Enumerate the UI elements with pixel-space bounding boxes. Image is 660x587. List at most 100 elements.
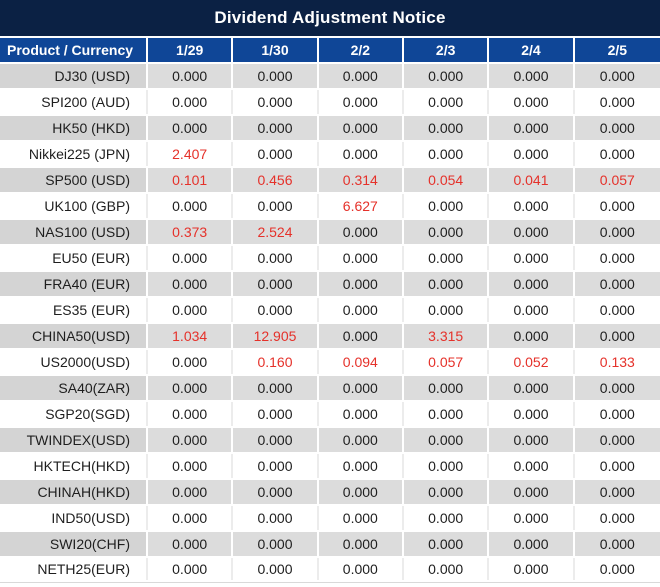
product-cell: CHINAH(HKD) xyxy=(0,480,148,504)
value-cell: 0.000 xyxy=(404,506,490,530)
table-header-row: Product / Currency 1/29 1/30 2/2 2/3 2/4 2/5 xyxy=(0,38,660,64)
value-cell: 0.000 xyxy=(489,506,575,530)
value-cell: 0.000 xyxy=(489,480,575,504)
table-row: FRA40 (EUR) 0.000 0.000 0.000 0.000 0.000 0.00… xyxy=(0,272,660,298)
value-cell: 0.000 xyxy=(233,376,319,400)
value-cell: 0.101 xyxy=(148,168,234,192)
product-cell: ES35 (EUR) xyxy=(0,298,148,322)
product-cell: Nikkei225 (JPN) xyxy=(0,142,148,166)
value-cell: 0.000 xyxy=(489,324,575,348)
value-cell: 0.000 xyxy=(148,272,234,296)
value-cell: 0.000 xyxy=(574,324,660,348)
value-cell: 0.000 xyxy=(148,350,234,374)
value-cell: 0.000 xyxy=(574,246,660,270)
value-cell: 0.041 xyxy=(489,168,575,192)
product-cell: CHINA50(USD) xyxy=(0,324,148,348)
value-cell: 0.000 xyxy=(233,64,319,88)
column-header-date: 2/4 xyxy=(489,38,575,62)
column-header-date: 1/29 xyxy=(148,38,234,62)
table-row: US2000(USD) 0.000 0.160 0.094 0.057 0.052 0.13… xyxy=(0,350,660,376)
value-cell: 0.000 xyxy=(404,142,490,166)
value-cell: 0.000 xyxy=(489,558,575,580)
value-cell: 0.000 xyxy=(574,220,660,244)
value-cell: 0.000 xyxy=(489,142,575,166)
value-cell: 0.000 xyxy=(404,402,490,426)
value-cell: 0.000 xyxy=(318,402,404,426)
value-cell: 0.000 xyxy=(318,532,404,556)
product-cell: SWI20(CHF) xyxy=(0,532,148,556)
column-header-date: 1/30 xyxy=(233,38,319,62)
value-cell: 0.000 xyxy=(233,506,319,530)
value-cell: 0.000 xyxy=(318,454,404,478)
product-cell: SA40(ZAR) xyxy=(0,376,148,400)
value-cell: 0.000 xyxy=(148,376,234,400)
table-row: SGP20(SGD) 0.000 0.000 0.000 0.000 0.000 0.000 xyxy=(0,402,660,428)
value-cell: 0.000 xyxy=(318,428,404,452)
value-cell: 0.000 xyxy=(489,402,575,426)
value-cell: 0.000 xyxy=(148,428,234,452)
value-cell: 0.000 xyxy=(148,116,234,140)
product-cell: SGP20(SGD) xyxy=(0,402,148,426)
value-cell: 0.000 xyxy=(404,194,490,218)
value-cell: 0.000 xyxy=(404,428,490,452)
value-cell: 0.000 xyxy=(318,220,404,244)
value-cell: 0.456 xyxy=(233,168,319,192)
value-cell: 0.000 xyxy=(318,246,404,270)
value-cell: 2.407 xyxy=(148,142,234,166)
table-row: Nikkei225 (JPN) 2.407 0.000 0.000 0.000 0.000… xyxy=(0,142,660,168)
product-cell: UK100 (GBP) xyxy=(0,194,148,218)
table-row: SA40(ZAR) 0.000 0.000 0.000 0.000 0.000 0.000 xyxy=(0,376,660,402)
value-cell: 0.000 xyxy=(318,272,404,296)
value-cell: 0.000 xyxy=(574,428,660,452)
value-cell: 0.000 xyxy=(233,116,319,140)
product-cell: NETH25(EUR) xyxy=(0,558,148,580)
product-cell: NAS100 (USD) xyxy=(0,220,148,244)
column-header-date: 2/2 xyxy=(318,38,404,62)
value-cell: 0.000 xyxy=(148,532,234,556)
value-cell: 0.000 xyxy=(233,90,319,114)
value-cell: 1.034 xyxy=(148,324,234,348)
value-cell: 0.000 xyxy=(318,298,404,322)
value-cell: 0.000 xyxy=(318,506,404,530)
value-cell: 0.373 xyxy=(148,220,234,244)
page-title: Dividend Adjustment Notice xyxy=(214,8,446,27)
value-cell: 0.160 xyxy=(233,350,319,374)
value-cell: 0.000 xyxy=(148,558,234,580)
value-cell: 0.314 xyxy=(318,168,404,192)
value-cell: 0.000 xyxy=(318,480,404,504)
value-cell: 0.000 xyxy=(574,298,660,322)
value-cell: 0.000 xyxy=(148,480,234,504)
table-row: SWI20(CHF) 0.000 0.000 0.000 0.000 0.000 0.000 xyxy=(0,532,660,558)
value-cell: 0.000 xyxy=(489,298,575,322)
value-cell: 3.315 xyxy=(404,324,490,348)
title-bar: Dividend Adjustment Notice xyxy=(0,0,660,38)
value-cell: 0.000 xyxy=(148,64,234,88)
value-cell: 0.057 xyxy=(404,350,490,374)
value-cell: 0.000 xyxy=(233,402,319,426)
value-cell: 0.000 xyxy=(318,558,404,580)
value-cell: 0.000 xyxy=(574,480,660,504)
product-cell: DJ30 (USD) xyxy=(0,64,148,88)
value-cell: 0.000 xyxy=(233,532,319,556)
value-cell: 0.000 xyxy=(574,194,660,218)
value-cell: 0.000 xyxy=(489,454,575,478)
value-cell: 0.000 xyxy=(404,220,490,244)
value-cell: 0.000 xyxy=(148,506,234,530)
value-cell: 0.000 xyxy=(233,558,319,580)
value-cell: 0.000 xyxy=(233,272,319,296)
value-cell: 0.000 xyxy=(404,64,490,88)
value-cell: 0.094 xyxy=(318,350,404,374)
table-row: ES35 (EUR) 0.000 0.000 0.000 0.000 0.000 0.000 xyxy=(0,298,660,324)
value-cell: 0.000 xyxy=(233,142,319,166)
value-cell: 0.000 xyxy=(233,454,319,478)
value-cell: 6.627 xyxy=(318,194,404,218)
value-cell: 0.000 xyxy=(404,246,490,270)
value-cell: 0.000 xyxy=(574,376,660,400)
table-row: HKTECH(HKD) 0.000 0.000 0.000 0.000 0.000 0.00… xyxy=(0,454,660,480)
value-cell: 0.133 xyxy=(574,350,660,374)
table-row: DJ30 (USD) 0.000 0.000 0.000 0.000 0.000 0.000 xyxy=(0,64,660,90)
value-cell: 0.000 xyxy=(318,324,404,348)
value-cell: 2.524 xyxy=(233,220,319,244)
value-cell: 0.000 xyxy=(318,142,404,166)
value-cell: 0.000 xyxy=(148,454,234,478)
